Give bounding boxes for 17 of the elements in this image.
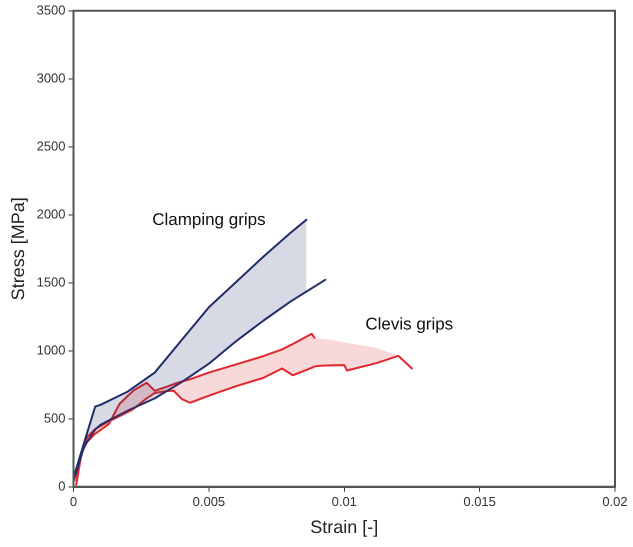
annotation: Clamping grips xyxy=(152,210,266,229)
y-tick-label: 1000 xyxy=(36,342,66,358)
y-tick-label: 0 xyxy=(58,478,66,494)
y-axis-title: Stress [MPa] xyxy=(8,197,28,300)
y-tick-label: 3500 xyxy=(36,2,66,18)
y-tick-label: 3000 xyxy=(36,70,66,86)
x-tick-label: 0.02 xyxy=(602,494,628,510)
y-tick-label: 1500 xyxy=(36,274,66,290)
x-tick-label: 0 xyxy=(70,494,78,510)
x-tick-label: 0.005 xyxy=(192,494,226,510)
annotation: Clevis grips xyxy=(365,314,454,334)
x-tick-label: 0.015 xyxy=(463,494,496,510)
x-tick-label: 0.01 xyxy=(332,494,357,510)
y-tick-label: 2500 xyxy=(36,138,66,154)
x-axis-title: Strain [-] xyxy=(310,517,378,538)
y-tick-label: 2000 xyxy=(36,206,66,222)
y-tick-label: 500 xyxy=(44,410,66,426)
